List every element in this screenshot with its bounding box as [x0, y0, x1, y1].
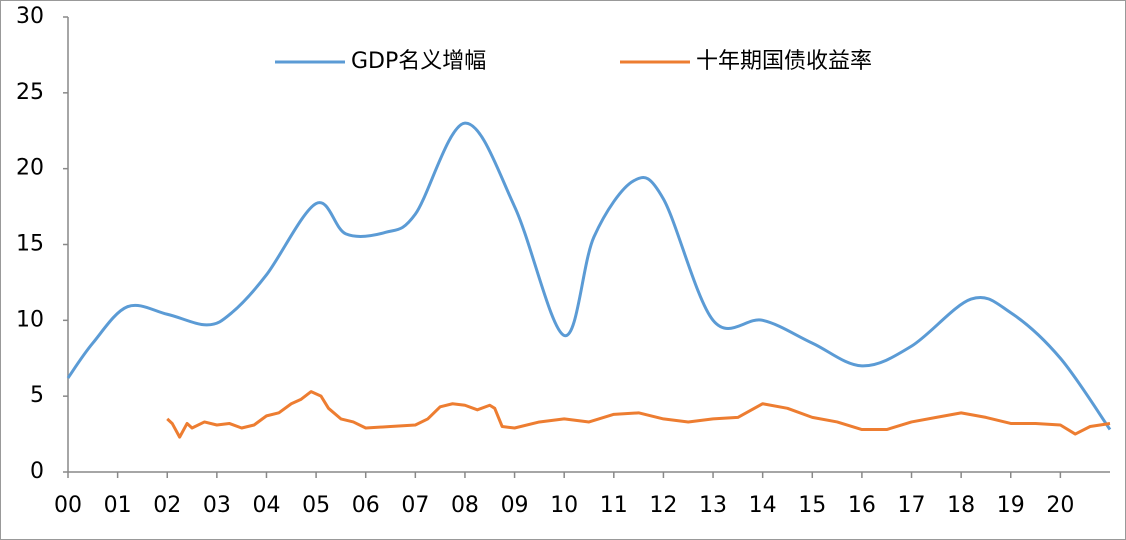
legend-label: GDP名义增幅	[351, 49, 486, 74]
x-tick-label: 15	[798, 493, 826, 518]
x-tick-label: 00	[54, 493, 82, 518]
x-tick-label: 08	[451, 493, 479, 518]
y-tick-label: 25	[16, 80, 44, 105]
x-tick-label: 07	[401, 493, 429, 518]
x-tick-label: 03	[203, 493, 231, 518]
x-tick-label: 20	[1046, 493, 1074, 518]
x-tick-label: 19	[997, 493, 1025, 518]
x-tick-label: 01	[104, 493, 132, 518]
x-tick-label: 16	[848, 493, 876, 518]
y-tick-label: 10	[16, 307, 44, 332]
series-line	[166, 390, 1111, 439]
y-tick-label: 20	[16, 156, 44, 181]
legend-label: 十年期国债收益率	[696, 49, 872, 74]
x-tick-label: 12	[649, 493, 677, 518]
x-tick-label: 11	[600, 493, 628, 518]
x-tick-label: 10	[550, 493, 578, 518]
y-tick-label: 15	[16, 232, 44, 257]
y-tick-label: 0	[30, 459, 44, 484]
x-tick-label: 05	[302, 493, 330, 518]
x-tick-label: 17	[898, 493, 926, 518]
x-tick-label: 18	[947, 493, 975, 518]
x-tick-label: 04	[252, 493, 280, 518]
series-line	[66, 121, 1112, 431]
x-tick-label: 02	[153, 493, 181, 518]
y-tick-label: 5	[30, 383, 44, 408]
x-tick-label: 06	[352, 493, 380, 518]
y-tick-label: 30	[16, 4, 44, 29]
x-tick-label: 09	[501, 493, 529, 518]
x-tick-label: 13	[699, 493, 727, 518]
x-tick-label: 14	[749, 493, 777, 518]
